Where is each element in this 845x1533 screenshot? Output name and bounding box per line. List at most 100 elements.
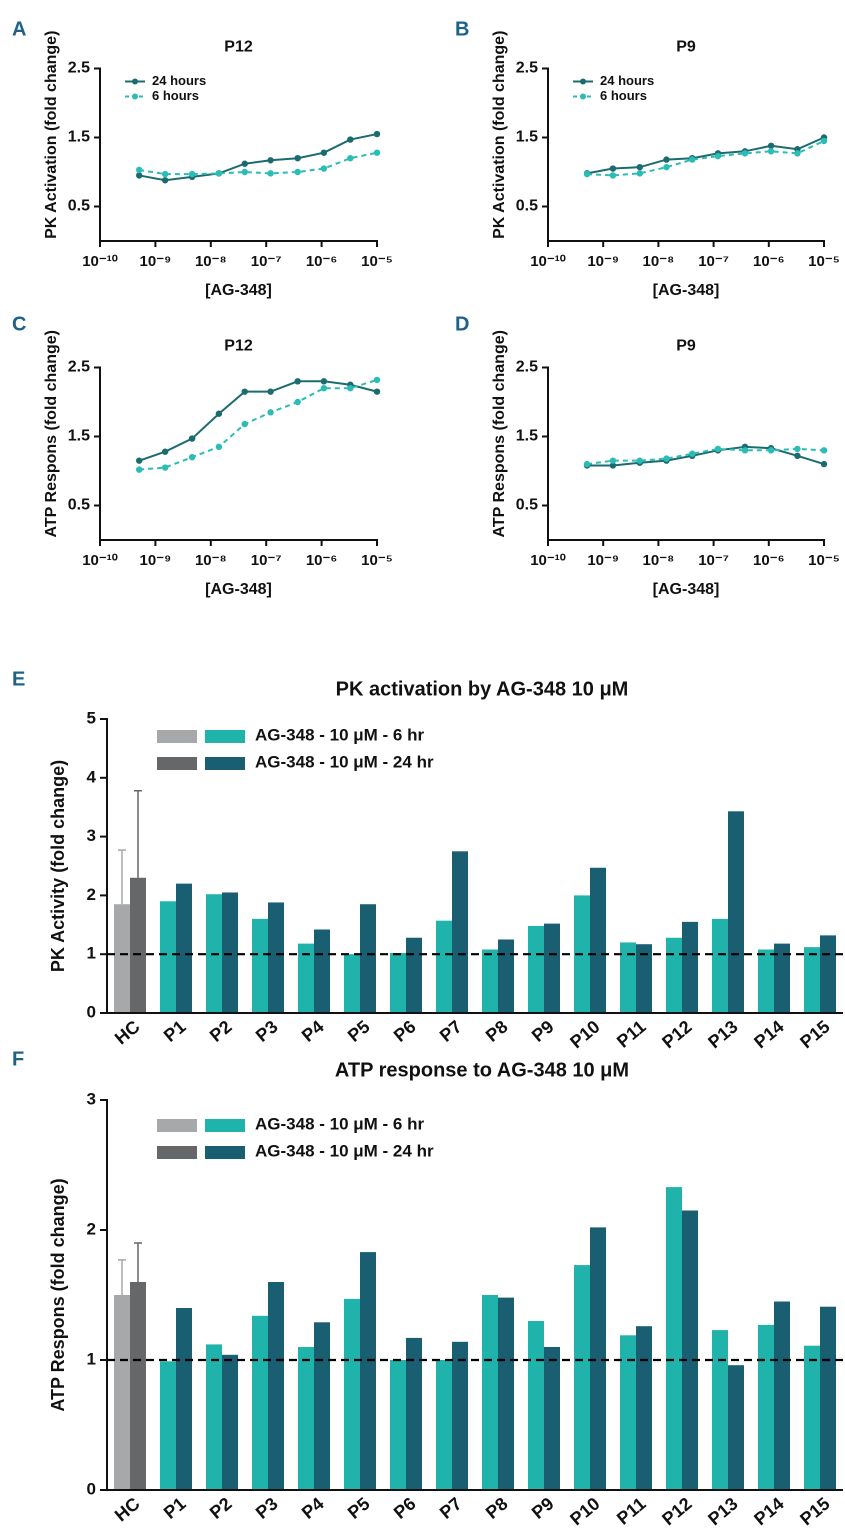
bar (298, 943, 314, 1013)
bar (820, 1306, 836, 1490)
chart-title: P12 (224, 39, 253, 56)
bar (452, 851, 468, 1013)
error-bar (134, 1242, 142, 1282)
legend-marker (580, 93, 586, 100)
bar (712, 918, 728, 1013)
bar (268, 902, 284, 1013)
x-tick-label: 10⁻⁶ (753, 253, 785, 270)
data-point (663, 156, 670, 163)
x-tick-label: P7 (436, 1493, 466, 1522)
legend-swatch (205, 730, 245, 743)
x-tick-label: 10⁻⁸ (643, 552, 675, 569)
legend-swatch (157, 1146, 197, 1159)
x-tick-label: P1 (160, 1493, 190, 1522)
x-tick-label: P4 (298, 1016, 328, 1045)
x-tick-label: 10⁻⁵ (808, 253, 840, 270)
data-point (320, 165, 328, 172)
data-point (241, 168, 248, 176)
error-bar (134, 789, 142, 878)
bar (636, 1326, 652, 1490)
data-point (609, 462, 617, 469)
x-tick-label: 10⁻¹⁰ (530, 552, 566, 569)
bar (114, 904, 130, 1013)
legend-marker (132, 93, 138, 100)
bar (314, 1322, 330, 1490)
data-point (794, 452, 801, 460)
x-tick-label: HC (111, 1016, 144, 1048)
bar (390, 953, 406, 1013)
y-tick-label: 1 (87, 1349, 96, 1368)
bar (222, 1354, 238, 1490)
data-point (609, 165, 617, 172)
bar (436, 1360, 452, 1490)
data-point (347, 155, 354, 162)
bar (344, 954, 360, 1013)
x-tick-label: P13 (704, 1016, 741, 1052)
y-tick-label: 1.5 (68, 129, 90, 146)
data-point (636, 163, 643, 171)
x-tick-label: 10⁻⁶ (753, 552, 785, 569)
bar (574, 1265, 590, 1490)
x-tick-label: 10⁻⁸ (643, 253, 675, 270)
data-point (583, 460, 591, 468)
data-point (241, 420, 248, 428)
bar (176, 883, 192, 1013)
bar (804, 947, 820, 1013)
bar (130, 1282, 146, 1490)
bar (406, 937, 422, 1013)
bar (774, 943, 790, 1013)
x-tick-label: 10⁻⁷ (698, 552, 729, 569)
x-tick-label: P10 (566, 1493, 603, 1528)
x-tick-label: P14 (750, 1493, 787, 1528)
x-tick-label: P12 (658, 1493, 695, 1528)
x-tick-label: 10⁻⁷ (251, 253, 282, 270)
data-point (373, 376, 381, 384)
bar (528, 1321, 544, 1490)
series-line (138, 380, 378, 462)
panel-label: A (12, 18, 26, 40)
x-tick-label: 10⁻⁶ (306, 253, 338, 270)
bar (820, 935, 836, 1013)
x-tick-label: P7 (436, 1016, 466, 1045)
bar (360, 1252, 376, 1490)
series-line (139, 378, 378, 471)
bar (222, 892, 238, 1013)
bar (298, 1347, 314, 1490)
x-tick-label: P8 (482, 1016, 512, 1045)
data-point (161, 448, 169, 455)
bar (452, 1341, 468, 1490)
legend-label: 24 hours (600, 73, 654, 88)
error-bar (118, 1259, 126, 1295)
x-tick-label: 10⁻⁸ (195, 253, 227, 270)
x-tick-label: P15 (796, 1493, 833, 1528)
panel-label: B (455, 18, 469, 40)
data-point (135, 166, 143, 174)
x-tick-label: P5 (344, 1016, 374, 1045)
data-point (767, 148, 775, 155)
data-point (347, 385, 354, 392)
x-tick-label: P2 (206, 1493, 236, 1522)
x-tick-label: P8 (482, 1493, 512, 1522)
y-tick-label: 1 (87, 944, 96, 963)
data-point (161, 177, 169, 184)
x-tick-label: 10⁻⁹ (587, 552, 619, 569)
y-tick-label: 1.5 (516, 129, 538, 146)
x-tick-label: P4 (298, 1493, 328, 1522)
x-tick-label: 10⁻⁵ (808, 552, 840, 569)
x-axis-label: [AG-348] (653, 282, 720, 299)
chart-title: P12 (224, 338, 253, 355)
y-axis-label: ATP Respons (fold change) (491, 330, 508, 537)
data-point (373, 388, 381, 395)
x-tick-label: 10⁻⁶ (306, 552, 338, 569)
bar (160, 1361, 176, 1490)
series-line (586, 136, 825, 175)
data-point (267, 157, 274, 164)
y-tick-label: 0.5 (68, 198, 90, 215)
bar (436, 920, 452, 1013)
y-tick-label: 5 (87, 708, 96, 727)
bar (544, 923, 560, 1013)
x-tick-label: P3 (252, 1493, 282, 1522)
bar (114, 1295, 130, 1490)
